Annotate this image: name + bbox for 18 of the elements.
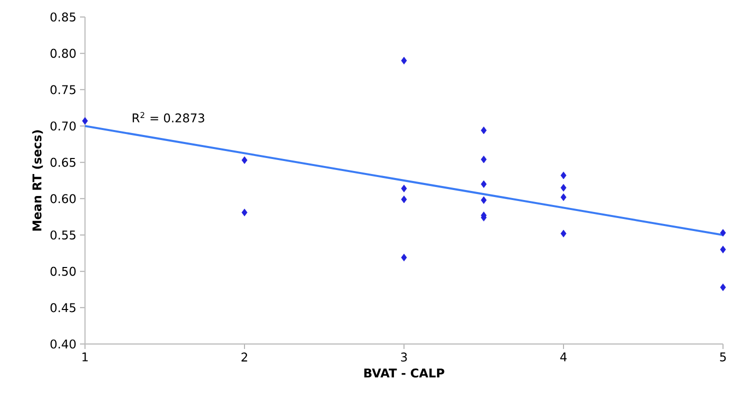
y-tick-label: 0.75 xyxy=(50,85,76,94)
y-tick-label: 0.60 xyxy=(50,194,76,204)
x-tick-label: 4 xyxy=(560,352,567,362)
y-tick-label: 0.65 xyxy=(50,158,76,167)
y-tick-label: 0.70 xyxy=(50,121,76,131)
y-tick-label: 0.40 xyxy=(50,339,76,349)
y-tick-label: 0.55 xyxy=(50,230,76,240)
x-tick-label: 1 xyxy=(82,352,88,362)
x-tick-label: 5 xyxy=(720,352,726,362)
annotation: R$^{2}$ = 0.2873 xyxy=(132,112,204,122)
x-axis-title: BVAT - CALP xyxy=(364,368,444,378)
y-tick-label: 0.45 xyxy=(50,303,76,312)
y-tick-label: 0.85 xyxy=(50,12,76,22)
y-tick-label: 0.50 xyxy=(50,266,76,276)
x-tick-label: 2 xyxy=(242,352,248,362)
y-tick-label: 0.80 xyxy=(50,48,76,58)
x-tick-label: 3 xyxy=(401,352,407,362)
y-axis-title: Mean RT (secs) xyxy=(32,130,43,231)
